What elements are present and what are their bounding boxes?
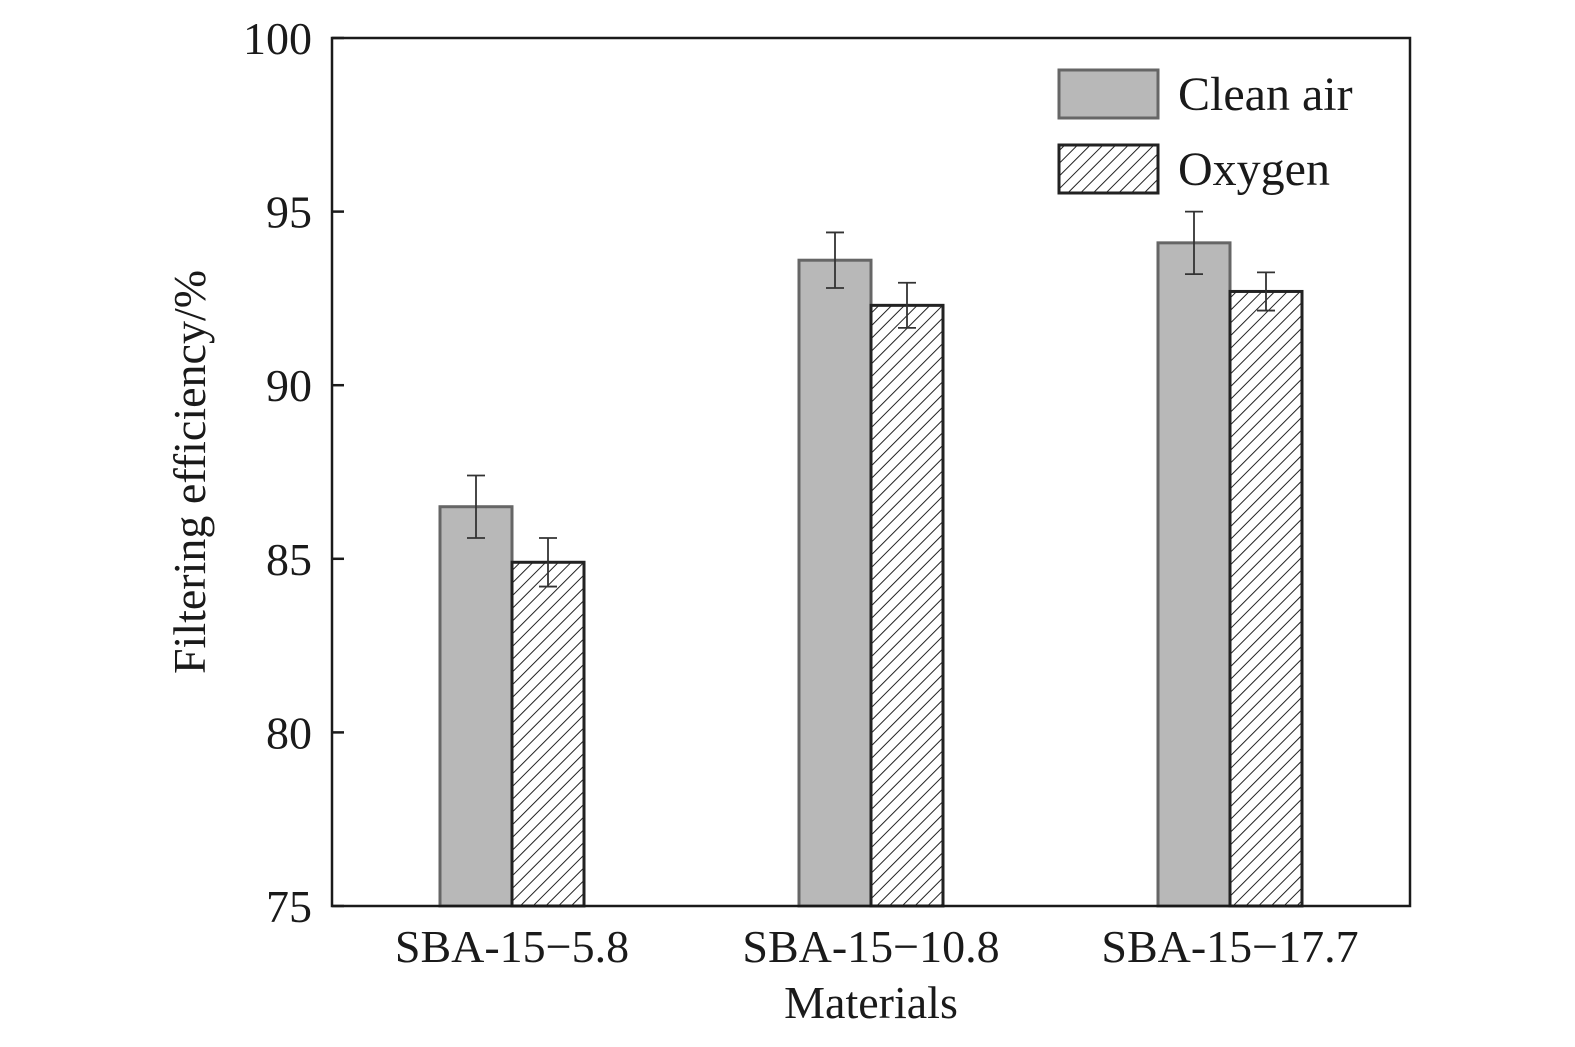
bar-oxygen-1 [869, 303, 945, 908]
error-bar-oxygen-0 [539, 537, 557, 588]
legend-label-clean-air: Clean air [1178, 68, 1353, 121]
x-axis-title: Materials [784, 977, 958, 1028]
error-bar-oxygen-2 [1257, 271, 1275, 312]
y-tick-label: 95 [266, 187, 312, 238]
y-axis-title: Filtering efficiency/% [164, 270, 215, 674]
x-axis-categories: SBA-15−5.8 SBA-15−10.8 SBA-15−17.7 [395, 921, 1359, 972]
y-tick-label: 100 [243, 13, 312, 64]
legend: Clean air Oxygen [1057, 68, 1353, 196]
y-tick-label: 75 [266, 881, 312, 932]
x-category-label: SBA-15−5.8 [395, 921, 629, 972]
bar-oxygen-2 [1228, 289, 1304, 908]
y-tick-label: 85 [266, 534, 312, 585]
error-bar-clean-air-0 [467, 474, 485, 539]
y-axis-ticks: 75 80 85 90 95 100 [243, 13, 344, 932]
bar-oxygen-0 [510, 560, 586, 908]
error-bars-layer [467, 210, 1275, 588]
error-bar-oxygen-1 [898, 281, 916, 329]
error-bar-clean-air-2 [1185, 210, 1203, 275]
x-category-label: SBA-15−10.8 [742, 921, 999, 972]
y-tick-label: 90 [266, 360, 312, 411]
plot-frame [330, 36, 1412, 908]
error-bar-clean-air-1 [826, 231, 844, 289]
x-category-label: SBA-15−17.7 [1101, 921, 1358, 972]
y-tick-label: 80 [266, 707, 312, 758]
bar-clean-air-1 [797, 258, 873, 908]
bar-clean-air-2 [1156, 241, 1232, 908]
bars-layer [438, 241, 1304, 908]
legend-swatch-oxygen [1057, 143, 1160, 195]
legend-label-oxygen: Oxygen [1178, 143, 1330, 196]
bar-clean-air-0 [438, 505, 514, 908]
legend-swatch-clean-air [1057, 68, 1160, 120]
